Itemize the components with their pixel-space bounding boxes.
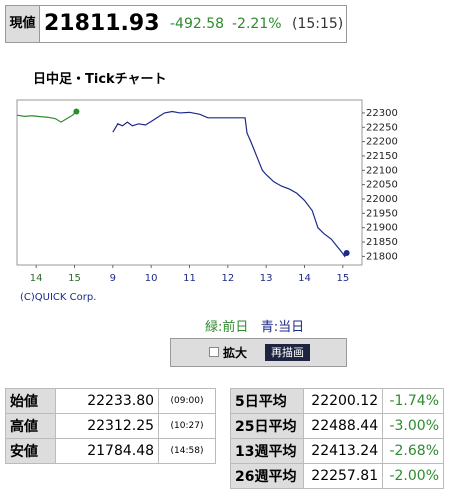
y-tick-label: 22250 bbox=[366, 122, 398, 133]
y-tick-label: 22200 bbox=[366, 137, 398, 148]
table-cell: 22200.12 bbox=[303, 388, 384, 414]
table-cell: 22233.80 bbox=[55, 388, 160, 414]
x-tick-label: 14 bbox=[30, 273, 43, 284]
right-table: 5日平均 22200.12 -1.74% 25日平均 22488.44 -3.00% 13週… bbox=[229, 388, 444, 489]
change-pct: -2.21% bbox=[232, 16, 282, 32]
x-tick-label: 15 bbox=[336, 273, 349, 284]
zoom-label[interactable]: 拡大 bbox=[223, 346, 248, 360]
y-tick-label: 22050 bbox=[366, 180, 398, 191]
x-tick-label: 14 bbox=[298, 273, 311, 284]
table-cell: (14:58) bbox=[158, 438, 216, 464]
table-cell: 安値 bbox=[4, 438, 57, 464]
credit: (C)QUICK Corp. bbox=[20, 292, 97, 303]
chart: 21800 21850 21900 21950 22000 22050 22100 22150… bbox=[16, 99, 398, 284]
table-cell: 始値 bbox=[4, 388, 57, 414]
table-cell: (10:27) bbox=[158, 413, 216, 439]
y-tick-label: 21950 bbox=[366, 208, 398, 219]
y-tick-label: 21850 bbox=[366, 237, 398, 248]
table-cell: 25日平均 bbox=[229, 413, 305, 439]
table-cell: 22257.81 bbox=[303, 463, 384, 489]
table-cell: 高値 bbox=[4, 413, 57, 439]
x-tick-label: 10 bbox=[145, 273, 158, 284]
table-cell: (09:00) bbox=[158, 388, 216, 414]
table-cell: 22413.24 bbox=[303, 438, 384, 464]
price-box: 現値 21811.93 -492.58 -2.21% (15:15) bbox=[5, 5, 347, 43]
y-tick-label: 21900 bbox=[366, 223, 398, 234]
table-cell: 5日平均 bbox=[229, 388, 305, 414]
legend: 緑:前日 青:当日 bbox=[205, 316, 304, 335]
table-cell: 26週平均 bbox=[229, 463, 305, 489]
plot-frame bbox=[16, 99, 363, 266]
table-cell: 13週平均 bbox=[229, 438, 305, 464]
left-table: 始値 22233.80 (09:00) 高値 22312.25 (10:27) 安値 2178… bbox=[4, 388, 216, 464]
series-line bbox=[112, 110, 348, 258]
chart-title: 日中足・Tickチャート bbox=[33, 72, 167, 87]
series-line bbox=[16, 111, 77, 123]
y-tick-label: 22100 bbox=[366, 165, 398, 176]
x-tick-label: 9 bbox=[110, 273, 116, 284]
x-tick-label: 12 bbox=[221, 273, 234, 284]
x-tick-label: 13 bbox=[260, 273, 273, 284]
table-cell: 21784.48 bbox=[55, 438, 160, 464]
y-tick-label: 22000 bbox=[366, 194, 398, 205]
table-cell: 22488.44 bbox=[303, 413, 384, 439]
table-row: 安値 21784.48 (14:58) bbox=[4, 438, 216, 464]
table-cell: -3.00% bbox=[382, 413, 444, 439]
end-marker bbox=[343, 249, 350, 256]
control-bar: 拡大 再描画 bbox=[170, 338, 347, 367]
y-tick-label: 22300 bbox=[366, 108, 398, 119]
zoom-checkbox[interactable] bbox=[209, 347, 219, 357]
y-tick-label: 21800 bbox=[366, 251, 398, 262]
price-label: 現値 bbox=[6, 6, 40, 42]
end-marker bbox=[73, 108, 80, 115]
table-row: 始値 22233.80 (09:00) bbox=[4, 388, 216, 414]
table-row: 26週平均 22257.81 -2.00% bbox=[229, 463, 444, 489]
x-tick-label: 11 bbox=[183, 273, 196, 284]
table-cell: -1.74% bbox=[382, 388, 444, 414]
table-row: 高値 22312.25 (10:27) bbox=[4, 413, 216, 439]
table-cell: -2.00% bbox=[382, 463, 444, 489]
time: (15:15) bbox=[292, 16, 344, 32]
y-tick-label: 22150 bbox=[366, 151, 398, 162]
price: 21811.93 bbox=[44, 11, 160, 36]
redraw-button[interactable]: 再描画 bbox=[265, 344, 310, 361]
legend-entry: 緑:前日 bbox=[205, 320, 249, 335]
change: -492.58 bbox=[170, 16, 225, 32]
legend-entry: 青:当日 bbox=[260, 320, 305, 335]
table-row: 25日平均 22488.44 -3.00% bbox=[229, 413, 444, 439]
table-row: 5日平均 22200.12 -1.74% bbox=[229, 388, 444, 414]
x-tick-label: 15 bbox=[68, 273, 81, 284]
table-cell: 22312.25 bbox=[55, 413, 160, 439]
table-row: 13週平均 22413.24 -2.68% bbox=[229, 438, 444, 464]
table-cell: -2.68% bbox=[382, 438, 444, 464]
